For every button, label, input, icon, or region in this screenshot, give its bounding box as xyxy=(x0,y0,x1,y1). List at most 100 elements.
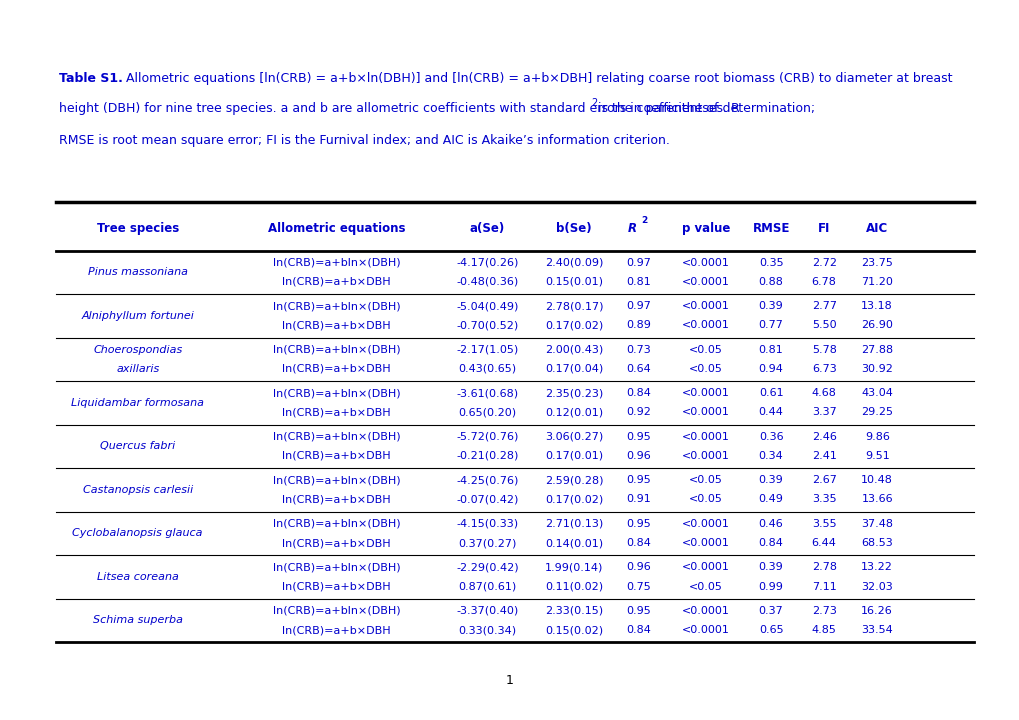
Text: Litsea coreana: Litsea coreana xyxy=(97,572,178,582)
Text: axillaris: axillaris xyxy=(116,364,159,374)
Text: 0.15(0.01): 0.15(0.01) xyxy=(545,277,602,287)
Text: 0.84: 0.84 xyxy=(626,625,650,635)
Text: 2.33(0.15): 2.33(0.15) xyxy=(545,606,602,616)
Text: -0.48(0.36): -0.48(0.36) xyxy=(455,277,519,287)
Text: <0.0001: <0.0001 xyxy=(682,519,729,529)
Text: <0.0001: <0.0001 xyxy=(682,320,729,330)
Text: <0.0001: <0.0001 xyxy=(682,606,729,616)
Text: 33.54: 33.54 xyxy=(860,625,893,635)
Text: 0.89: 0.89 xyxy=(626,320,650,330)
Text: 0.97: 0.97 xyxy=(626,301,650,311)
Text: 13.18: 13.18 xyxy=(860,301,893,311)
Text: 0.73: 0.73 xyxy=(626,345,650,355)
Text: 0.81: 0.81 xyxy=(758,345,783,355)
Text: 6.73: 6.73 xyxy=(811,364,836,374)
Text: 0.11(0.02): 0.11(0.02) xyxy=(545,582,602,592)
Text: 16.26: 16.26 xyxy=(860,606,893,616)
Text: ln(CRB)=a+bln×(DBH): ln(CRB)=a+bln×(DBH) xyxy=(272,258,400,268)
Text: <0.05: <0.05 xyxy=(688,364,722,374)
Text: 13.22: 13.22 xyxy=(860,562,893,572)
Text: <0.0001: <0.0001 xyxy=(682,562,729,572)
Text: p value: p value xyxy=(681,222,730,235)
Text: 0.95: 0.95 xyxy=(626,606,650,616)
Text: Tree species: Tree species xyxy=(97,222,178,235)
Text: 0.92: 0.92 xyxy=(626,408,650,418)
Text: 9.51: 9.51 xyxy=(864,451,889,461)
Text: ln(CRB)=a+b×DBH: ln(CRB)=a+b×DBH xyxy=(282,364,390,374)
Text: 29.25: 29.25 xyxy=(860,408,893,418)
Text: 4.85: 4.85 xyxy=(811,625,836,635)
Text: ln(CRB)=a+bln×(DBH): ln(CRB)=a+bln×(DBH) xyxy=(272,432,400,442)
Text: <0.0001: <0.0001 xyxy=(682,432,729,442)
Text: 27.88: 27.88 xyxy=(860,345,893,355)
Text: ln(CRB)=a+b×DBH: ln(CRB)=a+b×DBH xyxy=(282,625,390,635)
Text: RMSE is root mean square error; FI is the Furnival index; and AIC is Akaike’s in: RMSE is root mean square error; FI is th… xyxy=(59,134,669,147)
Text: 0.43(0.65): 0.43(0.65) xyxy=(459,364,516,374)
Text: -3.61(0.68): -3.61(0.68) xyxy=(457,388,518,398)
Text: a(Se): a(Se) xyxy=(470,222,504,235)
Text: 2.59(0.28): 2.59(0.28) xyxy=(544,475,603,485)
Text: -0.07(0.42): -0.07(0.42) xyxy=(455,495,519,505)
Text: R: R xyxy=(628,222,636,235)
Text: -5.04(0.49): -5.04(0.49) xyxy=(455,301,519,311)
Text: Quercus fabri: Quercus fabri xyxy=(100,441,175,451)
Text: ln(CRB)=a+bln×(DBH): ln(CRB)=a+bln×(DBH) xyxy=(272,519,400,529)
Text: 0.91: 0.91 xyxy=(626,495,650,505)
Text: ln(CRB)=a+b×DBH: ln(CRB)=a+b×DBH xyxy=(282,538,390,548)
Text: ln(CRB)=a+bln×(DBH): ln(CRB)=a+bln×(DBH) xyxy=(272,606,400,616)
Text: 0.15(0.02): 0.15(0.02) xyxy=(545,625,602,635)
Text: Schima superba: Schima superba xyxy=(93,616,182,626)
Text: ln(CRB)=a+bln×(DBH): ln(CRB)=a+bln×(DBH) xyxy=(272,475,400,485)
Text: Castanopsis carlesii: Castanopsis carlesii xyxy=(83,485,193,495)
Text: 0.81: 0.81 xyxy=(626,277,650,287)
Text: 0.75: 0.75 xyxy=(626,582,650,592)
Text: 3.06(0.27): 3.06(0.27) xyxy=(544,432,603,442)
Text: Liquidambar formosana: Liquidambar formosana xyxy=(71,398,204,408)
Text: 71.20: 71.20 xyxy=(860,277,893,287)
Text: 6.78: 6.78 xyxy=(811,277,836,287)
Text: -3.37(0.40): -3.37(0.40) xyxy=(455,606,519,616)
Text: 0.17(0.01): 0.17(0.01) xyxy=(545,451,602,461)
Text: <0.0001: <0.0001 xyxy=(682,538,729,548)
Text: 0.95: 0.95 xyxy=(626,519,650,529)
Text: 0.64: 0.64 xyxy=(626,364,650,374)
Text: -0.70(0.52): -0.70(0.52) xyxy=(455,320,519,330)
Text: 30.92: 30.92 xyxy=(860,364,893,374)
Text: ln(CRB)=a+bln×(DBH): ln(CRB)=a+bln×(DBH) xyxy=(272,388,400,398)
Text: 68.53: 68.53 xyxy=(860,538,893,548)
Text: 2.77: 2.77 xyxy=(811,301,836,311)
Text: Pinus massoniana: Pinus massoniana xyxy=(88,267,187,277)
Text: 5.50: 5.50 xyxy=(811,320,836,330)
Text: <0.05: <0.05 xyxy=(688,582,722,592)
Text: 0.37(0.27): 0.37(0.27) xyxy=(458,538,517,548)
Text: 43.04: 43.04 xyxy=(860,388,893,398)
Text: 23.75: 23.75 xyxy=(860,258,893,268)
Text: ln(CRB)=a+b×DBH: ln(CRB)=a+b×DBH xyxy=(282,320,390,330)
Text: ln(CRB)=a+b×DBH: ln(CRB)=a+b×DBH xyxy=(282,277,390,287)
Text: 4.68: 4.68 xyxy=(811,388,836,398)
Text: Choerospondias: Choerospondias xyxy=(93,345,182,355)
Text: 0.37: 0.37 xyxy=(758,606,783,616)
Text: 32.03: 32.03 xyxy=(860,582,893,592)
Text: 2.67: 2.67 xyxy=(811,475,836,485)
Text: 0.96: 0.96 xyxy=(626,562,650,572)
Text: -4.15(0.33): -4.15(0.33) xyxy=(457,519,518,529)
Text: ln(CRB)=a+bln×(DBH): ln(CRB)=a+bln×(DBH) xyxy=(272,562,400,572)
Text: 0.65: 0.65 xyxy=(758,625,783,635)
Text: 0.96: 0.96 xyxy=(626,451,650,461)
Text: 2.40(0.09): 2.40(0.09) xyxy=(544,258,603,268)
Text: -5.72(0.76): -5.72(0.76) xyxy=(455,432,519,442)
Text: 0.17(0.02): 0.17(0.02) xyxy=(544,320,603,330)
Text: Alniphyllum fortunei: Alniphyllum fortunei xyxy=(82,311,194,321)
Text: 0.88: 0.88 xyxy=(758,277,783,287)
Text: 2.78(0.17): 2.78(0.17) xyxy=(544,301,603,311)
Text: Allometric equations [ln(CRB) = a+b×ln(DBH)] and [ln(CRB) = a+b×DBH] relating co: Allometric equations [ln(CRB) = a+b×ln(D… xyxy=(122,72,952,85)
Text: 0.39: 0.39 xyxy=(758,301,783,311)
Text: -2.29(0.42): -2.29(0.42) xyxy=(455,562,519,572)
Text: 0.44: 0.44 xyxy=(758,408,783,418)
Text: ln(CRB)=a+bln×(DBH): ln(CRB)=a+bln×(DBH) xyxy=(272,345,400,355)
Text: 0.94: 0.94 xyxy=(758,364,783,374)
Text: 1: 1 xyxy=(505,674,514,687)
Text: 0.14(0.01): 0.14(0.01) xyxy=(545,538,602,548)
Text: is the coefficient of determination;: is the coefficient of determination; xyxy=(593,102,814,115)
